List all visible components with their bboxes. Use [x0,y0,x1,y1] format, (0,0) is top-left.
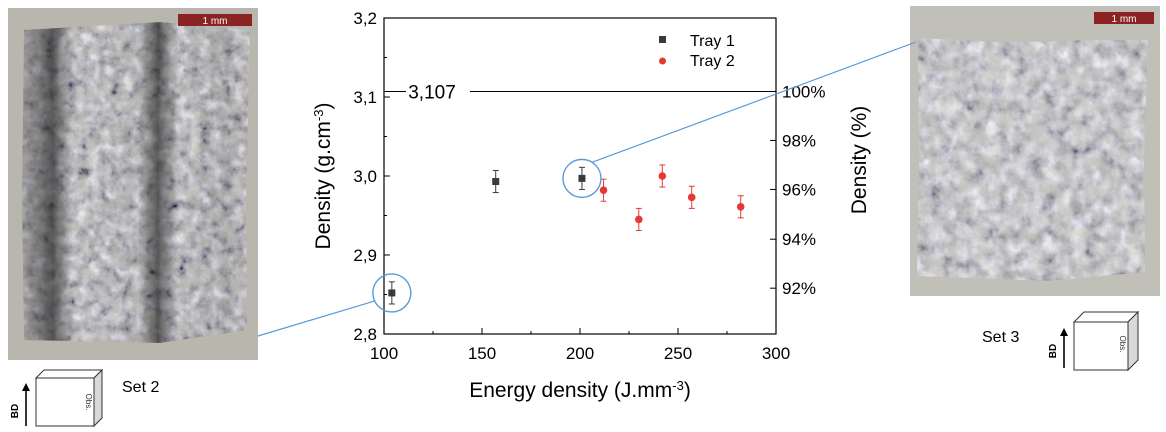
x-tick-label: 100 [370,344,398,363]
data-point-tray-2 [635,215,643,224]
legend-label-tray-2: Tray 2 [690,53,735,70]
x-axis-label: Energy density (J.mm-3) [469,378,691,403]
right-observed-face-label: Obs. [1118,336,1127,353]
left-set-label: Set 2 [122,379,159,396]
axis-ticks: 100 150 200 250 300 2,8 2,9 3,0 3,1 3,2 92% 94% 96% 9… [353,9,825,363]
right-set-label: Set 3 [982,329,1019,346]
left-scale-label: 1 mm [203,16,228,27]
right-sample-surface [917,38,1148,281]
right-scale-bar [1094,12,1154,24]
reference-line-label: 3,107 [408,82,456,103]
highlight-circle [372,273,412,313]
right-build-direction-label: BD [1048,344,1059,358]
density-chart: 3,107 100 150 200 250 300 2,8 2,9 3,0 3,1 3,2 92% 9… [311,9,872,402]
data-point-tray-1 [388,289,396,297]
left-scale-bar [178,14,252,26]
y2-tick-label: 92% [782,279,816,298]
left-sample-surface [22,22,250,343]
left-micrograph: 1 mm [8,8,258,360]
y2-tick-label: 100% [782,82,825,101]
y-tick-label: 2,8 [353,325,377,344]
data-point-tray-2 [736,203,745,211]
left-orientation-cube-icon: BD Obs. [10,368,104,428]
legend-marker-tray-2 [659,57,666,65]
data-points [372,158,745,313]
y2-tick-label: 96% [782,180,816,199]
y2-axis-label: Density (%) [848,106,871,215]
data-point-tray-2 [687,193,696,202]
right-micrograph: 1 mm [910,6,1160,296]
right-scale-label: 1 mm [1112,14,1137,25]
y-tick-label: 2,9 [353,246,377,265]
x-tick-label: 150 [468,344,496,363]
left-observed-face-label: Obs. [84,394,93,411]
highlight-circle [562,158,602,199]
reference-layer: 3,107 [384,82,776,103]
y-tick-label: 3,0 [353,167,377,186]
y-axis-label: Density (g.cm-3) [311,103,336,250]
y-tick-label: 3,1 [353,88,377,107]
data-point-tray-1 [492,178,500,186]
legend-marker-tray-1 [659,36,666,43]
legend-label-tray-1: Tray 1 [690,33,735,50]
image-connectors [257,41,917,337]
data-point-tray-2 [599,186,608,195]
y-tick-label: 3,2 [353,9,377,28]
connector-line-set-3 [591,41,917,163]
x-tick-label: 250 [664,344,692,363]
y2-tick-label: 98% [782,131,816,150]
data-point-tray-1 [578,174,586,182]
connector-line-set-2 [257,300,376,337]
y2-tick-label: 94% [782,230,816,249]
x-tick-label: 300 [762,344,790,363]
legend: Tray 1 Tray 2 [659,33,735,70]
left-build-direction-label: BD [10,404,21,418]
x-tick-label: 200 [566,344,594,363]
right-orientation-cube-icon: BD Obs. [1048,310,1140,372]
data-point-tray-2 [658,172,667,180]
